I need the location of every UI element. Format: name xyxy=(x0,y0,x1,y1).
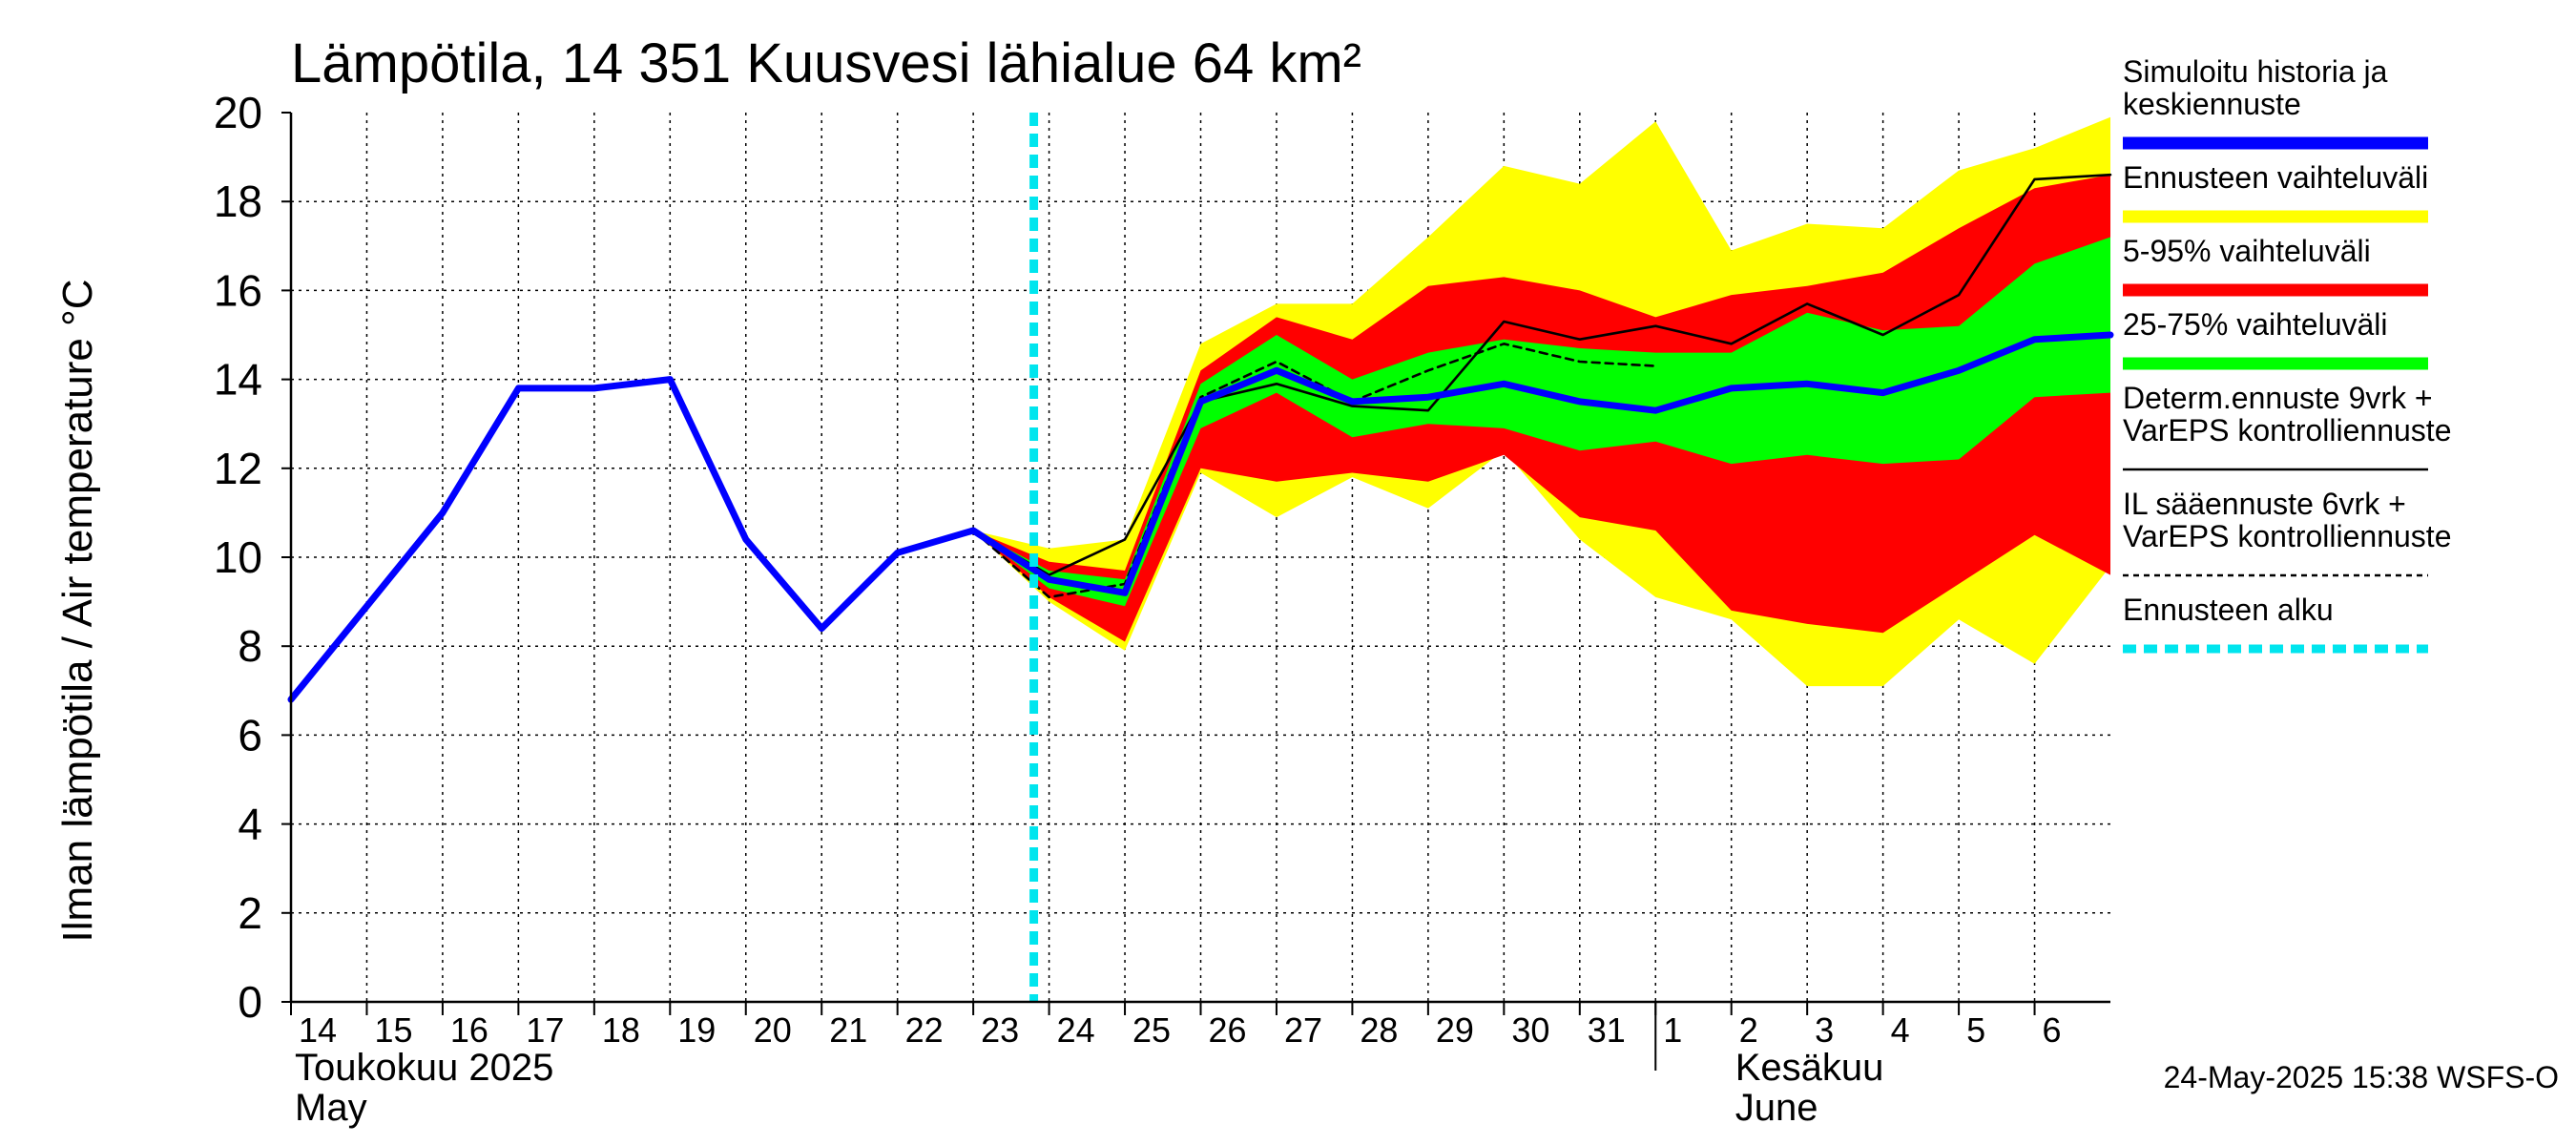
x-tick-label: 5 xyxy=(1966,1010,1985,1050)
x-tick-label: 15 xyxy=(374,1010,412,1050)
y-tick-label: 18 xyxy=(214,177,262,226)
month-label: Kesäkuu xyxy=(1735,1047,1884,1089)
legend-label: IL sääennuste 6vrk + xyxy=(2123,487,2406,521)
y-tick-label: 8 xyxy=(238,621,262,671)
legend-label: keskiennuste xyxy=(2123,87,2301,121)
x-tick-label: 14 xyxy=(299,1010,337,1050)
x-tick-label: 23 xyxy=(981,1010,1019,1050)
y-tick-label: 20 xyxy=(214,88,262,137)
y-tick-label: 2 xyxy=(238,888,262,938)
x-tick-label: 27 xyxy=(1284,1010,1322,1050)
legend-label: Ennusteen vaihteluväli xyxy=(2123,160,2428,195)
legend-label: Ennusteen alku xyxy=(2123,593,2334,627)
y-tick-label: 4 xyxy=(238,800,262,849)
y-tick-label: 6 xyxy=(238,710,262,760)
forecast-bands xyxy=(973,116,2110,687)
legend-label: Determ.ennuste 9vrk + xyxy=(2123,381,2433,415)
x-tick-label: 28 xyxy=(1360,1010,1398,1050)
x-tick-label: 25 xyxy=(1132,1010,1171,1050)
series-lines xyxy=(287,113,2114,1002)
x-tick-label: 21 xyxy=(829,1010,867,1050)
legend-label: Simuloitu historia ja xyxy=(2123,54,2388,89)
month-label-en: June xyxy=(1735,1087,1818,1129)
y-tick-label: 10 xyxy=(214,532,262,582)
x-tick-label: 1 xyxy=(1663,1010,1682,1050)
legend-label: VarEPS kontrolliennuste xyxy=(2123,413,2451,448)
y-tick-label: 0 xyxy=(238,977,262,1027)
x-tick-label: 6 xyxy=(2043,1010,2062,1050)
x-tick-label: 18 xyxy=(602,1010,640,1050)
x-tick-label: 19 xyxy=(677,1010,716,1050)
chart-title: Lämpötila, 14 351 Kuusvesi lähialue 64 k… xyxy=(291,32,1361,94)
legend-label: 5-95% vaihteluväli xyxy=(2123,234,2371,268)
series-il-s-ennuste-6vrk-vareps-kontrolliennuste xyxy=(971,342,1657,599)
x-tick-label: 31 xyxy=(1588,1010,1626,1050)
x-tick-label: 20 xyxy=(754,1010,792,1050)
x-tick-label: 26 xyxy=(1209,1010,1247,1050)
x-tick-label: 24 xyxy=(1057,1010,1095,1050)
x-tick-label: 30 xyxy=(1511,1010,1549,1050)
x-tick-label: 22 xyxy=(905,1010,944,1050)
legend-label: 25-75% vaihteluväli xyxy=(2123,307,2388,342)
series-simuloitu-historia-ja-keskiennuste xyxy=(287,331,2114,703)
x-axis: 14 15 16 17 18 19 20 21 22 23 24 25 26 27 28 29 30 31 1 2 3 4… xyxy=(290,1002,2062,1129)
y-axis-label: Ilman lämpötila / Air temperature °C xyxy=(54,280,101,943)
x-tick-label: 4 xyxy=(1891,1010,1910,1050)
band-25-75-vaihteluv-li xyxy=(973,237,2110,607)
y-tick-label: 12 xyxy=(214,444,262,493)
x-tick-label: 16 xyxy=(450,1010,488,1050)
y-tick-label: 16 xyxy=(214,265,262,315)
x-tick-label: 3 xyxy=(1815,1010,1834,1050)
y-axis: 0 2 4 6 8 10 12 14 16 18 20 xyxy=(214,88,291,1027)
legend-label: VarEPS kontrolliennuste xyxy=(2123,519,2451,553)
y-tick-label: 14 xyxy=(214,355,262,405)
series-determ-ennuste-9vrk-vareps-kontrolliennuste xyxy=(971,173,2112,576)
month-label-en: May xyxy=(295,1087,367,1129)
month-label: Toukokuu 2025 xyxy=(295,1047,553,1089)
x-tick-label: 29 xyxy=(1436,1010,1474,1050)
x-tick-label: 2 xyxy=(1739,1010,1758,1050)
x-tick-label: 17 xyxy=(526,1010,564,1050)
timestamp-footer: 24-May-2025 15:38 WSFS-O xyxy=(2164,1060,2559,1094)
